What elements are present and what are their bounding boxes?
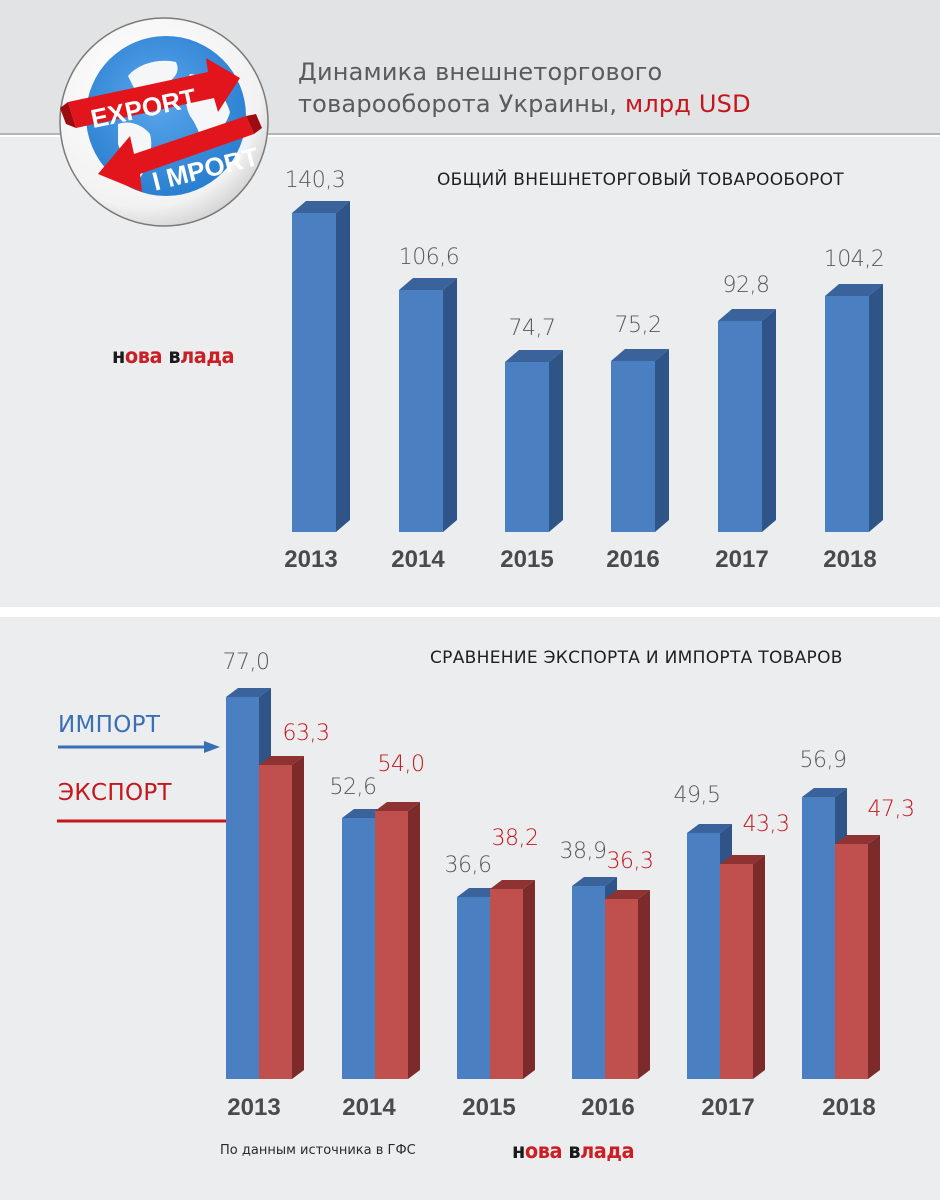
value-label-2017: 92,8: [722, 273, 770, 298]
bar-2013: [292, 201, 350, 532]
bar-2017: [718, 309, 776, 532]
export-value-2017: 43,3: [742, 812, 790, 837]
bar-group-2013: [226, 688, 304, 1079]
total-trade-chart-title: ОБЩИЙ ВНЕШНЕТОРГОВЫЙ ТОВАРООБОРОТ: [437, 170, 844, 190]
year-label-2017: 2017: [715, 546, 769, 573]
bar-2014: [399, 278, 457, 532]
value-label-2016: 75,2: [614, 313, 662, 338]
export-value-2014: 54,0: [377, 752, 425, 777]
export-value-2018: 47,3: [867, 797, 915, 822]
bar-2015: [505, 350, 563, 532]
year-label-2018: 2018: [823, 546, 877, 573]
import-arrow-icon: [58, 741, 220, 753]
legend-export: ЭКСПОРТ: [58, 780, 172, 806]
year2-label-2013: 2013: [227, 1094, 281, 1121]
bar-2016: [611, 349, 669, 532]
bar-group-2018: [802, 788, 880, 1079]
export-value-2013: 63,3: [282, 721, 330, 746]
import-value-2013: 77,0: [222, 650, 270, 675]
import-value-2018: 56,9: [799, 748, 847, 773]
page-title-text: товарооборота Украины,: [298, 90, 618, 118]
year2-label-2015: 2015: [462, 1094, 516, 1121]
import-value-2015: 36,6: [444, 853, 492, 878]
export-import-globe-icon: EXPORT I MPORT: [59, 17, 269, 227]
year2-label-2014: 2014: [342, 1094, 396, 1121]
year2-label-2016: 2016: [581, 1094, 635, 1121]
export-import-chart-title: СРАВНЕНИЕ ЭКСПОРТА И ИМПОРТА ТОВАРОВ: [430, 648, 843, 668]
page-title: Динамика внешнеторгового товарооборота У…: [298, 56, 858, 120]
page-title-line2: товарооборота Украины, млрд USD: [298, 88, 858, 120]
year-label-2013: 2013: [284, 546, 338, 573]
brand-logo-footer: нова влада: [512, 1139, 635, 1163]
value-label-2015: 74,7: [508, 316, 556, 341]
year2-label-2018: 2018: [822, 1094, 876, 1121]
legend-import: ИМПОРТ: [58, 712, 161, 738]
year2-label-2017: 2017: [701, 1094, 755, 1121]
bar-2018: [825, 284, 883, 532]
bar-group-2014: [342, 802, 420, 1079]
import-value-2016: 38,9: [559, 839, 607, 864]
value-label-2014: 106,6: [398, 245, 460, 270]
bar-group-2017: [687, 824, 765, 1079]
brand-logo: нова влада: [112, 344, 235, 368]
source-note: По данным источника в ГФС: [220, 1143, 416, 1158]
bar-group-2016: [572, 877, 650, 1079]
import-value-2014: 52,6: [329, 775, 377, 800]
page-title-unit: млрд USD: [625, 90, 751, 118]
export-value-2016: 36,3: [606, 849, 654, 874]
year-label-2016: 2016: [606, 546, 660, 573]
import-value-2017: 49,5: [673, 783, 721, 808]
value-label-2018: 104,2: [823, 247, 885, 272]
year-label-2015: 2015: [500, 546, 554, 573]
bar-group-2015: [457, 880, 535, 1079]
value-label-2013: 140,3: [284, 168, 346, 193]
year-label-2014: 2014: [391, 546, 445, 573]
export-value-2015: 38,2: [491, 826, 539, 851]
page-title-line1: Динамика внешнеторгового: [298, 58, 663, 86]
